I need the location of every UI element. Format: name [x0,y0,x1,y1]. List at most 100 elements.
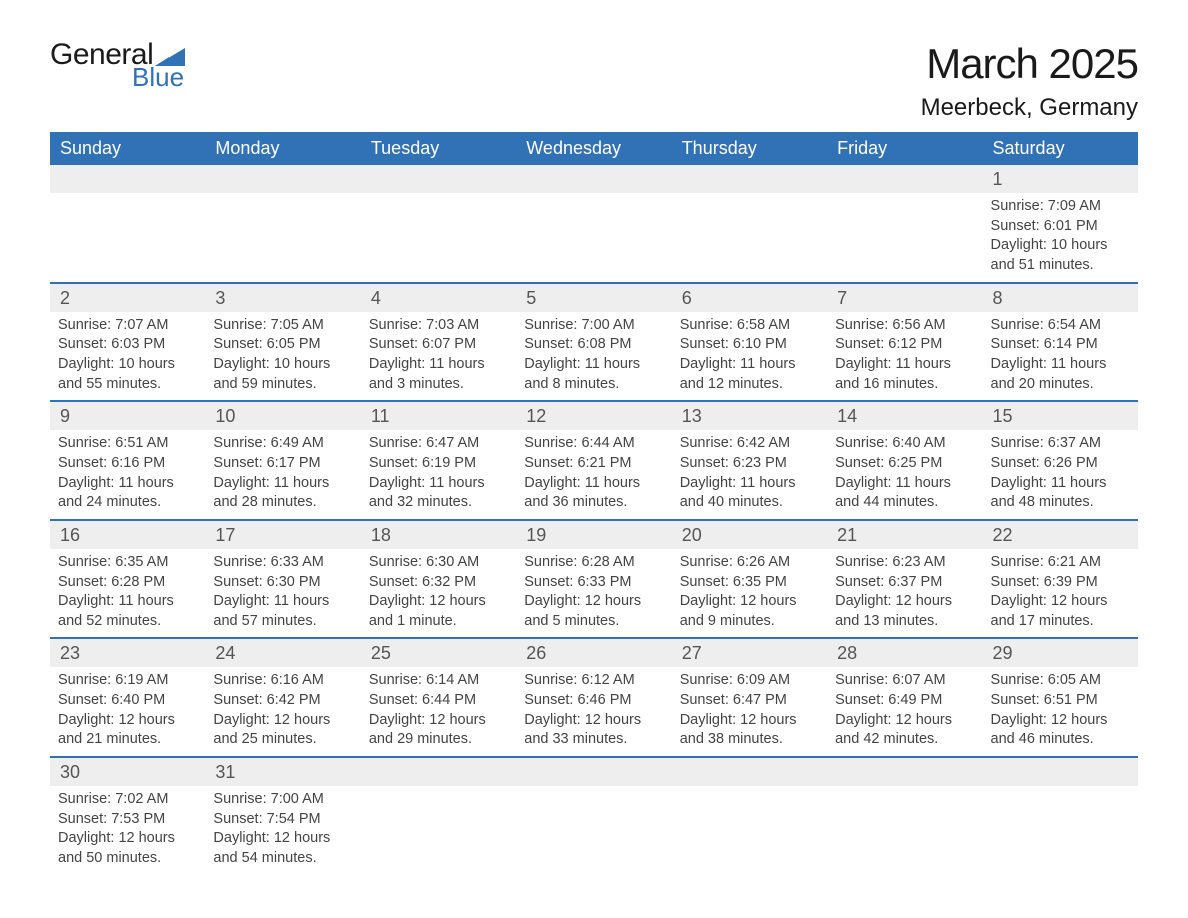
day-detail: Sunrise: 7:02 AMSunset: 7:53 PMDaylight:… [50,786,205,874]
day-detail [672,786,827,874]
day-number [827,757,982,786]
page-title: March 2025 [921,40,1138,88]
day-number: 27 [672,638,827,667]
day-number: 17 [205,520,360,549]
daynum-row: 2345678 [50,283,1138,312]
day-detail: Sunrise: 6:47 AMSunset: 6:19 PMDaylight:… [361,430,516,519]
day-header: Saturday [983,132,1138,165]
day-detail: Sunrise: 6:40 AMSunset: 6:25 PMDaylight:… [827,430,982,519]
day-header: Sunday [50,132,205,165]
day-detail [205,193,360,282]
day-detail: Sunrise: 6:30 AMSunset: 6:32 PMDaylight:… [361,549,516,638]
day-number: 12 [516,401,671,430]
day-number: 2 [50,283,205,312]
day-number: 20 [672,520,827,549]
day-number [983,757,1138,786]
day-number [50,165,205,193]
day-detail: Sunrise: 6:05 AMSunset: 6:51 PMDaylight:… [983,667,1138,756]
day-header: Tuesday [361,132,516,165]
day-detail: Sunrise: 7:05 AMSunset: 6:05 PMDaylight:… [205,312,360,401]
day-number [672,757,827,786]
day-detail: Sunrise: 6:07 AMSunset: 6:49 PMDaylight:… [827,667,982,756]
day-number: 22 [983,520,1138,549]
brand-word2: Blue [132,64,185,90]
day-number: 15 [983,401,1138,430]
detail-row: Sunrise: 6:51 AMSunset: 6:16 PMDaylight:… [50,430,1138,519]
day-number: 18 [361,520,516,549]
day-detail [983,786,1138,874]
day-number: 10 [205,401,360,430]
day-header: Wednesday [516,132,671,165]
daynum-row: 16171819202122 [50,520,1138,549]
day-detail: Sunrise: 6:35 AMSunset: 6:28 PMDaylight:… [50,549,205,638]
day-detail [827,786,982,874]
day-detail: Sunrise: 7:00 AMSunset: 7:54 PMDaylight:… [205,786,360,874]
day-detail: Sunrise: 6:37 AMSunset: 6:26 PMDaylight:… [983,430,1138,519]
day-number: 16 [50,520,205,549]
day-number: 11 [361,401,516,430]
day-detail: Sunrise: 6:54 AMSunset: 6:14 PMDaylight:… [983,312,1138,401]
day-detail [361,193,516,282]
day-detail: Sunrise: 6:56 AMSunset: 6:12 PMDaylight:… [827,312,982,401]
day-detail: Sunrise: 6:49 AMSunset: 6:17 PMDaylight:… [205,430,360,519]
day-number: 8 [983,283,1138,312]
day-number: 28 [827,638,982,667]
day-number: 5 [516,283,671,312]
day-detail: Sunrise: 6:26 AMSunset: 6:35 PMDaylight:… [672,549,827,638]
day-number: 25 [361,638,516,667]
title-block: March 2025 Meerbeck, Germany [921,40,1138,122]
day-number [361,165,516,193]
day-number: 14 [827,401,982,430]
day-number: 19 [516,520,671,549]
day-detail: Sunrise: 7:09 AMSunset: 6:01 PMDaylight:… [983,193,1138,282]
day-number: 23 [50,638,205,667]
day-number [516,165,671,193]
day-number: 31 [205,757,360,786]
daynum-row: 23242526272829 [50,638,1138,667]
day-detail: Sunrise: 6:19 AMSunset: 6:40 PMDaylight:… [50,667,205,756]
day-number: 6 [672,283,827,312]
day-number [205,165,360,193]
day-detail: Sunrise: 7:00 AMSunset: 6:08 PMDaylight:… [516,312,671,401]
day-header: Thursday [672,132,827,165]
page-subtitle: Meerbeck, Germany [921,94,1138,122]
daynum-row: 9101112131415 [50,401,1138,430]
detail-row: Sunrise: 7:02 AMSunset: 7:53 PMDaylight:… [50,786,1138,874]
day-number [516,757,671,786]
day-number: 24 [205,638,360,667]
day-header: Friday [827,132,982,165]
day-detail: Sunrise: 6:14 AMSunset: 6:44 PMDaylight:… [361,667,516,756]
day-detail: Sunrise: 7:03 AMSunset: 6:07 PMDaylight:… [361,312,516,401]
day-number [827,165,982,193]
day-number: 29 [983,638,1138,667]
day-number: 7 [827,283,982,312]
brand-logo: General Blue [50,40,185,90]
day-detail: Sunrise: 6:33 AMSunset: 6:30 PMDaylight:… [205,549,360,638]
day-detail: Sunrise: 7:07 AMSunset: 6:03 PMDaylight:… [50,312,205,401]
day-detail [516,786,671,874]
day-detail: Sunrise: 6:16 AMSunset: 6:42 PMDaylight:… [205,667,360,756]
day-number: 4 [361,283,516,312]
day-number: 1 [983,165,1138,193]
day-detail [827,193,982,282]
day-detail [361,786,516,874]
day-header-row: Sunday Monday Tuesday Wednesday Thursday… [50,132,1138,165]
header: General Blue March 2025 Meerbeck, German… [50,40,1138,122]
detail-row: Sunrise: 7:07 AMSunset: 6:03 PMDaylight:… [50,312,1138,401]
day-number: 26 [516,638,671,667]
day-detail: Sunrise: 6:44 AMSunset: 6:21 PMDaylight:… [516,430,671,519]
day-detail: Sunrise: 6:23 AMSunset: 6:37 PMDaylight:… [827,549,982,638]
day-detail [516,193,671,282]
day-detail [50,193,205,282]
day-detail [672,193,827,282]
day-detail: Sunrise: 6:42 AMSunset: 6:23 PMDaylight:… [672,430,827,519]
calendar-table: Sunday Monday Tuesday Wednesday Thursday… [50,132,1138,874]
day-detail: Sunrise: 6:21 AMSunset: 6:39 PMDaylight:… [983,549,1138,638]
daynum-row: 3031 [50,757,1138,786]
day-number: 3 [205,283,360,312]
day-number: 21 [827,520,982,549]
day-detail: Sunrise: 6:58 AMSunset: 6:10 PMDaylight:… [672,312,827,401]
daynum-row: 1 [50,165,1138,193]
day-number [672,165,827,193]
day-detail: Sunrise: 6:51 AMSunset: 6:16 PMDaylight:… [50,430,205,519]
